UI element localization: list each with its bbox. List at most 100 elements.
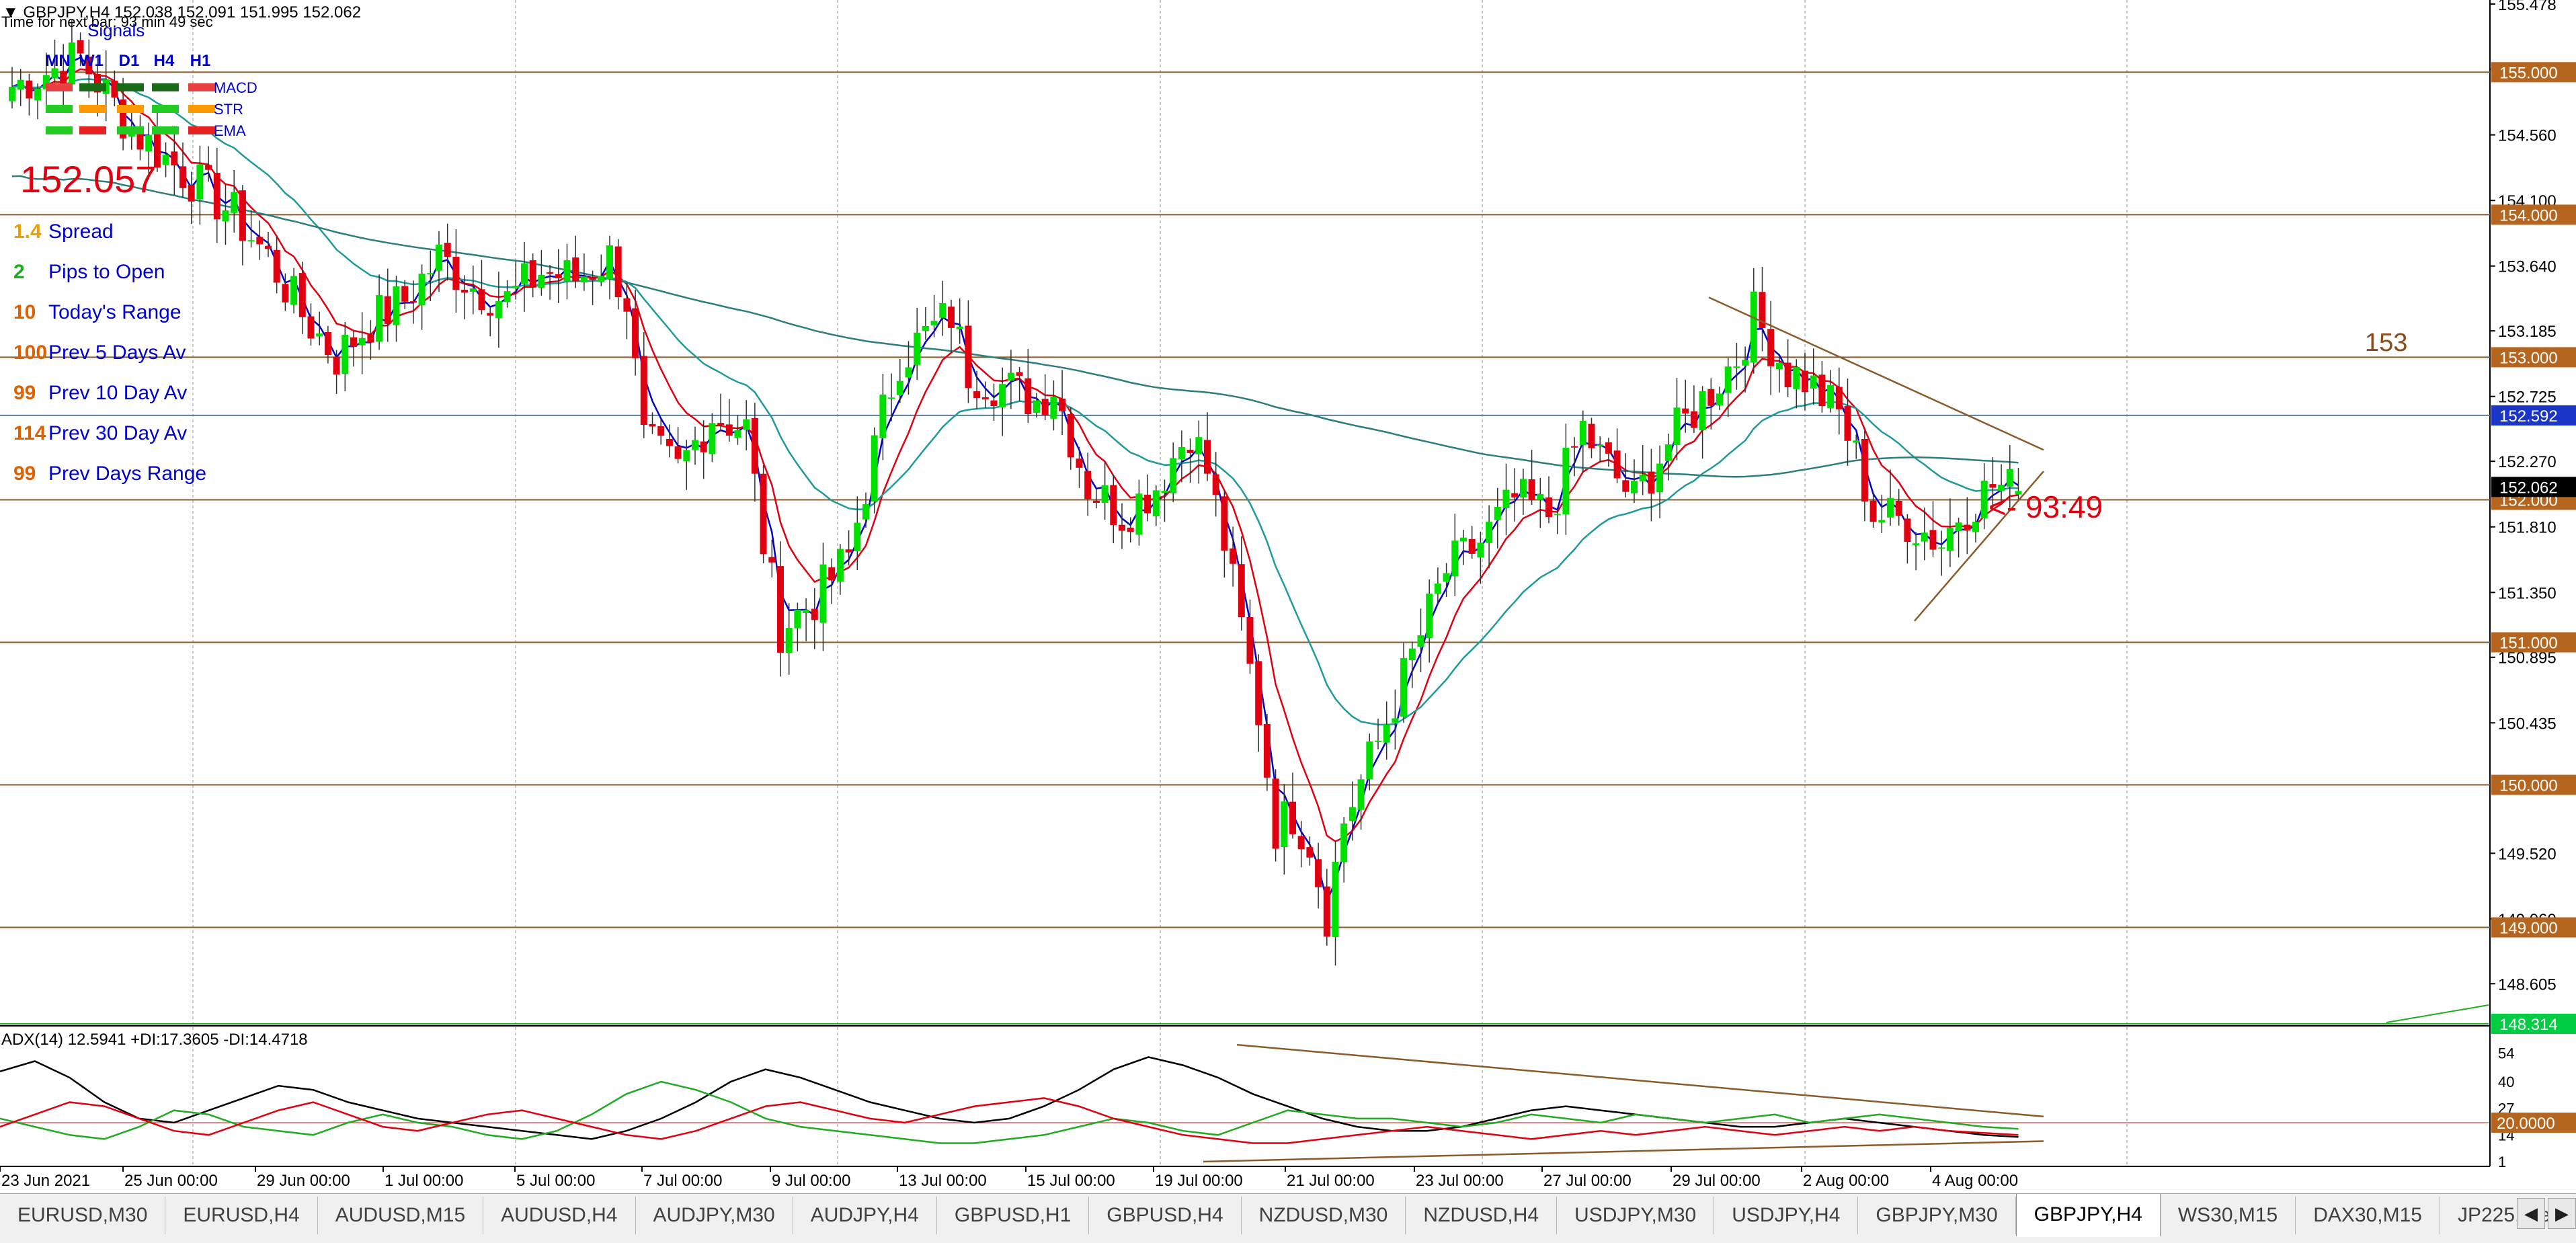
candle[interactable] [547, 265, 554, 300]
candle[interactable] [914, 308, 921, 380]
candle[interactable] [1161, 479, 1168, 522]
candle[interactable] [1186, 438, 1194, 483]
candle[interactable] [1050, 380, 1057, 431]
candle[interactable] [393, 276, 400, 342]
candle[interactable] [1212, 452, 1219, 517]
candle[interactable] [1033, 393, 1040, 418]
candle[interactable] [623, 282, 631, 339]
candle[interactable] [444, 223, 451, 281]
candle[interactable] [888, 373, 895, 422]
chart-tab[interactable]: AUDUSD,H4 [483, 1197, 636, 1234]
candle[interactable] [145, 122, 153, 179]
candle[interactable] [1537, 477, 1544, 528]
candle[interactable] [879, 373, 887, 460]
candle[interactable] [1306, 836, 1314, 866]
candle[interactable] [811, 588, 818, 649]
candle[interactable] [768, 539, 776, 577]
candle[interactable] [1579, 410, 1586, 473]
candle[interactable] [17, 69, 24, 106]
candle[interactable] [1784, 339, 1792, 397]
candle[interactable] [1972, 514, 1979, 543]
candle[interactable] [427, 250, 434, 301]
candle[interactable] [231, 169, 238, 233]
candle[interactable] [1297, 821, 1305, 868]
candle[interactable] [196, 145, 204, 225]
candle[interactable] [316, 311, 323, 346]
candle[interactable] [1332, 841, 1339, 966]
candle[interactable] [922, 307, 929, 340]
candle[interactable] [136, 115, 144, 161]
candle[interactable] [256, 220, 264, 260]
candle[interactable] [2015, 468, 2022, 502]
candle[interactable] [2006, 445, 2013, 508]
candle[interactable] [1426, 579, 1433, 663]
chart-tab[interactable]: AUDJPY,M30 [636, 1197, 793, 1234]
candle[interactable] [1562, 424, 1570, 535]
chart-tab[interactable]: DAX30,M15 [2296, 1197, 2440, 1234]
candle[interactable] [1408, 641, 1416, 688]
candle[interactable] [538, 249, 545, 296]
candle[interactable] [1613, 428, 1621, 483]
candle[interactable] [871, 427, 878, 514]
chart-tab[interactable]: GBPUSD,H4 [1089, 1197, 1242, 1234]
candle[interactable] [1946, 498, 1954, 567]
candle[interactable] [965, 300, 972, 403]
candle[interactable] [717, 393, 725, 432]
candle[interactable] [1904, 514, 1911, 564]
candle[interactable] [1793, 359, 1800, 409]
candle[interactable] [1067, 407, 1074, 470]
candle[interactable] [1434, 567, 1441, 604]
candle[interactable] [153, 105, 161, 172]
candle[interactable] [862, 492, 869, 528]
candle[interactable] [1349, 781, 1356, 841]
chart-tab[interactable]: USDJPY,H4 [1714, 1197, 1859, 1234]
candle[interactable] [111, 70, 118, 107]
candle[interactable] [666, 424, 673, 458]
candle[interactable] [487, 306, 494, 337]
candle[interactable] [1255, 654, 1262, 752]
candle[interactable] [683, 440, 690, 490]
candle[interactable] [1272, 769, 1279, 862]
candle[interactable] [358, 312, 366, 374]
candle[interactable] [1127, 517, 1134, 543]
candle[interactable] [1989, 457, 1997, 511]
candle[interactable] [1315, 842, 1322, 909]
candle[interactable] [213, 147, 220, 243]
candle[interactable] [384, 268, 391, 342]
candle[interactable] [1144, 474, 1152, 522]
candle[interactable] [1964, 497, 1971, 555]
candle[interactable] [1486, 505, 1493, 569]
candle[interactable] [1076, 446, 1083, 488]
candle[interactable] [657, 419, 665, 445]
candle[interactable] [981, 381, 989, 409]
candle[interactable] [1357, 774, 1365, 830]
candle[interactable] [1597, 436, 1604, 463]
candle[interactable] [1980, 463, 1988, 530]
candle[interactable] [324, 325, 331, 364]
candle[interactable] [512, 261, 520, 300]
candle[interactable] [1656, 445, 1664, 518]
candle[interactable] [1554, 509, 1561, 534]
candle[interactable] [1775, 356, 1783, 393]
candle[interactable] [1519, 469, 1527, 515]
candle[interactable] [1682, 379, 1689, 433]
candle[interactable] [469, 266, 477, 315]
candle[interactable] [1707, 378, 1715, 430]
candle[interactable] [589, 270, 596, 305]
chart-tab[interactable]: GBPUSD,H1 [937, 1197, 1090, 1234]
candle[interactable] [1938, 530, 1945, 576]
candle[interactable] [1340, 817, 1348, 883]
candle[interactable] [1622, 453, 1629, 497]
chart-tab[interactable]: EURUSD,M30 [0, 1197, 166, 1234]
candle[interactable] [1929, 501, 1937, 557]
candle[interactable] [333, 350, 340, 394]
candle[interactable] [307, 303, 315, 346]
candle[interactable] [341, 322, 349, 392]
candle[interactable] [1281, 784, 1288, 875]
candle[interactable] [743, 400, 750, 450]
candle[interactable] [725, 399, 733, 442]
candle[interactable] [1699, 386, 1706, 459]
candle[interactable] [282, 273, 289, 311]
candle[interactable] [580, 253, 588, 291]
tab-scroll-left-icon[interactable]: ◀ [2517, 1198, 2545, 1229]
